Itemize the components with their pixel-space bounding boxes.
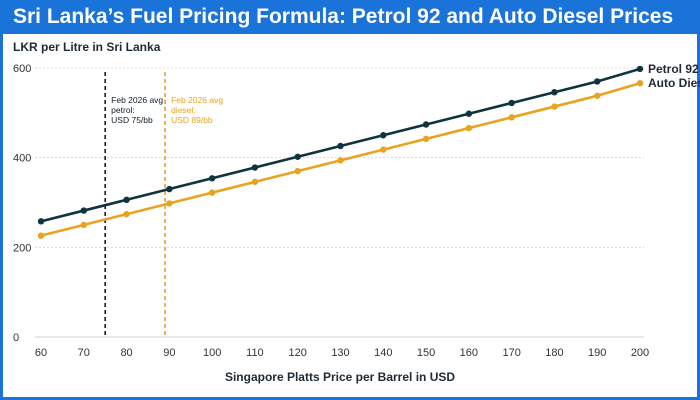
x-tick-label: 100 (203, 347, 221, 359)
data-point (337, 142, 344, 150)
series-lines (37, 65, 644, 239)
data-point (551, 89, 558, 96)
data-point (80, 207, 87, 214)
data-point (508, 99, 515, 107)
reference-annotation: USD 75/bb (111, 115, 153, 125)
x-tick-label: 160 (460, 347, 478, 359)
axis-ticks: 0 200 400 600 60 70 80 90 100 110 120 130 140 150 160 1… (13, 63, 649, 359)
legend-label-diesel: Auto Dies (648, 76, 700, 90)
data-point (636, 80, 644, 87)
data-point (508, 114, 515, 121)
data-point (123, 210, 130, 218)
x-tick-label: 180 (545, 347, 563, 359)
reference-annotation: USD 89/bb (171, 115, 213, 125)
data-point (80, 221, 87, 229)
x-tick-label: 170 (502, 347, 520, 359)
x-tick-label: 70 (78, 347, 90, 359)
reference-annotation: diesel: (171, 105, 196, 115)
x-tick-label: 80 (120, 347, 132, 359)
x-tick-label: 60 (35, 347, 47, 359)
x-tick-label: 120 (289, 347, 307, 359)
data-point (251, 164, 259, 171)
data-point (294, 167, 301, 175)
data-point (465, 124, 473, 132)
legend-label-petrol: Petrol 92 (648, 62, 699, 76)
data-point (208, 175, 216, 182)
data-point (37, 218, 45, 225)
data-point (380, 132, 387, 139)
x-tick-label: 190 (588, 347, 606, 359)
data-point (208, 189, 216, 196)
y-tick-label: 0 (13, 332, 19, 344)
chart-title: Sri Lanka’s Fuel Pricing Formula: Petrol… (3, 0, 700, 34)
data-point (37, 232, 45, 239)
x-axis-label: Singapore Platts Price per Barrel in USD (225, 370, 455, 384)
data-point (465, 110, 473, 117)
data-point (636, 65, 644, 73)
y-tick-label: 400 (13, 153, 31, 165)
x-tick-label: 110 (246, 347, 264, 359)
data-point (251, 178, 259, 186)
data-point (422, 121, 430, 128)
data-point (380, 146, 387, 153)
x-tick-label: 90 (163, 347, 175, 359)
data-point (166, 185, 173, 193)
x-tick-label: 140 (374, 347, 392, 359)
y-tick-label: 600 (13, 63, 31, 75)
x-tick-label: 200 (631, 347, 649, 359)
data-point (422, 135, 430, 143)
data-point (594, 78, 601, 85)
reference-annotation: Feb 2026 avg (111, 95, 163, 105)
x-tick-label: 130 (331, 347, 349, 359)
data-point (166, 200, 173, 207)
data-point (123, 196, 130, 204)
y-axis-label: LKR per Litre in Sri Lanka (13, 40, 161, 54)
reference-annotation: Feb 2026 avg (171, 95, 223, 105)
data-point (294, 153, 301, 160)
data-point (594, 92, 601, 99)
x-tick-label: 150 (417, 347, 435, 359)
data-point (337, 157, 344, 164)
reference-annotation: petrol: (111, 105, 135, 115)
y-tick-label: 200 (13, 242, 31, 254)
data-point (551, 103, 558, 110)
